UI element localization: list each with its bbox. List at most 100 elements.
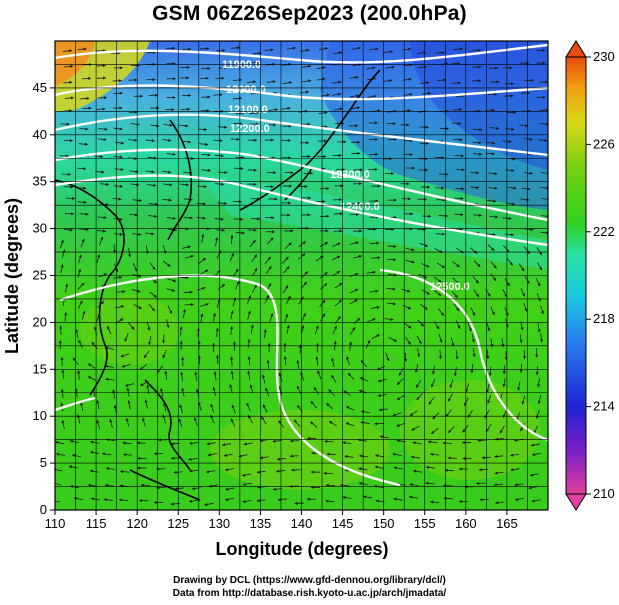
wind-arrowhead [292, 46, 296, 50]
wind-arrowhead [170, 442, 174, 446]
wind-arrowhead [297, 405, 301, 409]
wind-arrowhead [256, 60, 260, 64]
wind-arrowhead [545, 108, 548, 112]
wind-arrowhead [225, 468, 229, 472]
wind-arrowhead [105, 377, 109, 381]
wind-arrowhead [206, 47, 210, 51]
grid-lines [55, 41, 548, 510]
wind-arrowhead [58, 340, 62, 344]
wind-arrowhead [141, 417, 145, 421]
wind-arrowhead [190, 303, 194, 307]
wind-arrowhead [61, 420, 65, 424]
wind-arrowhead [392, 287, 396, 291]
wind-arrowhead [270, 313, 274, 317]
wind-arrowhead [263, 404, 266, 408]
wind-arrowhead [348, 373, 352, 377]
wind-arrowhead [425, 141, 429, 145]
wind-arrowhead [202, 216, 206, 220]
wind-arrowhead [411, 248, 415, 252]
wind-arrowhead [88, 76, 92, 81]
wind-arrowhead [186, 76, 189, 80]
wind-arrowhead [376, 241, 380, 245]
wind-arrowhead [140, 383, 144, 386]
wind-arrowhead [197, 340, 201, 344]
wind-arrowhead [202, 286, 206, 290]
wind-arrowhead [60, 357, 64, 360]
wind-arrowhead [207, 153, 211, 157]
wind-arrowhead [375, 152, 379, 156]
wind-arrowhead [356, 106, 360, 110]
wind-arrowhead [265, 387, 269, 391]
wind-arrowhead [392, 413, 396, 417]
wind-arrowhead [426, 264, 430, 268]
wind-arrowhead [374, 137, 378, 141]
wind-arrowhead [202, 202, 206, 206]
credit-dcl: Drawing by DCL (https://www.gfd-dennou.o… [173, 575, 446, 586]
wind-arrowhead [302, 253, 306, 257]
x-tick-label: 150 [373, 516, 395, 531]
wind-arrowhead [411, 166, 415, 170]
wind-arrowhead [224, 170, 228, 175]
wind-arrowhead [339, 283, 343, 286]
wind-arrowhead [409, 153, 413, 157]
wind-arrowhead [441, 232, 445, 236]
wind-arrowhead [253, 182, 257, 186]
wind-arrowhead [123, 453, 127, 457]
wind-arrowhead [103, 137, 107, 142]
y-tick-label: 30 [33, 221, 47, 236]
wind-arrowhead [230, 370, 234, 374]
wind-arrowhead [72, 357, 76, 361]
wind-arrowhead [377, 184, 381, 188]
wind-arrowhead [530, 473, 534, 477]
wind-arrowhead [511, 127, 515, 131]
wind-arrowhead [393, 137, 397, 142]
wind-arrowhead [324, 47, 328, 51]
wind-arrowhead [472, 354, 476, 357]
wind-arrowhead [181, 357, 185, 360]
x-tick-label: 115 [86, 516, 107, 531]
wind-arrowhead [207, 168, 211, 172]
wind-arrowhead [51, 499, 54, 502]
wind-arrowhead [205, 76, 209, 80]
wind-arrowhead [164, 370, 168, 374]
wind-arrowhead [303, 281, 307, 286]
wind-arrowhead [506, 282, 510, 287]
x-tick-label: 155 [414, 516, 436, 531]
wind-arrowhead [425, 465, 429, 469]
y-tick-label: 20 [33, 314, 47, 329]
wind-arrowhead [459, 467, 462, 471]
wind-arrowhead [154, 500, 157, 504]
wind-arrowhead [506, 249, 510, 253]
wind-arrowhead [532, 452, 536, 456]
wind-arrowhead [230, 310, 234, 314]
wind-arrowhead [545, 80, 548, 84]
wind-arrowhead [424, 306, 428, 310]
wind-arrowhead [167, 263, 171, 267]
wind-arrowhead [178, 418, 182, 422]
wind-arrowhead [71, 212, 74, 216]
wind-arrowhead [302, 241, 306, 245]
wind-arrowhead [84, 142, 88, 146]
wind-arrowhead [219, 139, 223, 143]
wind-arrowhead [326, 187, 330, 191]
wind-arrowhead [444, 468, 448, 472]
wind-arrowhead [441, 51, 445, 55]
wind-arrowhead [204, 269, 209, 273]
wind-arrowhead [315, 343, 320, 347]
wind-arrowhead [315, 356, 319, 360]
wind-arrowhead [138, 232, 142, 236]
wind-arrowhead [307, 64, 311, 68]
wind-arrowhead [491, 152, 495, 156]
wind-arrowhead [449, 384, 453, 388]
wind-arrowhead [206, 442, 210, 446]
wind-arrowhead [357, 201, 361, 205]
wind-arrowhead [525, 124, 529, 128]
wind-arrowhead [459, 108, 462, 112]
wind-arrowhead [430, 500, 434, 504]
wind-arrowhead [504, 293, 507, 298]
wind-arrowhead [337, 242, 341, 246]
wind-arrowhead [478, 79, 481, 83]
wind-arrowhead [522, 293, 525, 297]
wind-arrowhead [510, 233, 514, 237]
wind-arrowhead [339, 212, 343, 216]
